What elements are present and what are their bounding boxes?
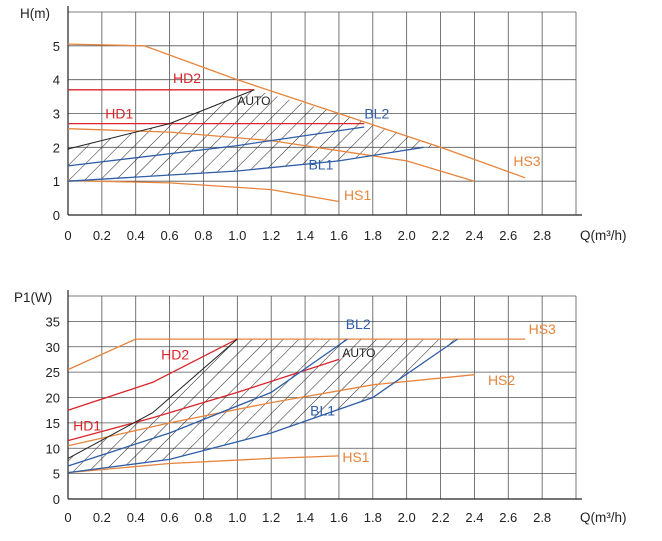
x-tick-label: 1.4 bbox=[296, 228, 314, 243]
x-tick-label: 0.6 bbox=[161, 228, 179, 243]
x-tick-label: 0.2 bbox=[93, 228, 111, 243]
curve-hd1 bbox=[67, 358, 340, 442]
x-tick-label: 0.2 bbox=[93, 510, 111, 525]
curve-label-bl2: BL2 bbox=[364, 106, 389, 122]
x-tick-label: 2.6 bbox=[499, 228, 517, 243]
y-axis-label: P1(W) bbox=[14, 290, 52, 305]
y-tick-label: 0 bbox=[53, 208, 60, 223]
x-tick-label: 0.4 bbox=[127, 510, 145, 525]
x-tick-label: 2.2 bbox=[431, 228, 449, 243]
x-tick-label: 2.0 bbox=[398, 510, 416, 525]
curve-label-hd1: HD1 bbox=[73, 417, 101, 433]
x-tick-label: 0 bbox=[64, 228, 71, 243]
curve-label-auto: AUTO bbox=[237, 94, 270, 108]
x-tick-label: 2.4 bbox=[465, 228, 483, 243]
curve-auto bbox=[67, 338, 238, 459]
x-tick-label: 2.8 bbox=[533, 228, 551, 243]
power-chart: 0 0.2 0.4 0.6 0.8 1.0 1.2 1.4 1.6 1.8 2.0 2.2 2.4 2.6… bbox=[14, 290, 627, 525]
x-tick-label: 1.8 bbox=[364, 510, 382, 525]
x-tick-label: 2.2 bbox=[431, 510, 449, 525]
curve-label-bl1: BL1 bbox=[310, 402, 335, 418]
x-tick-label: 1.8 bbox=[364, 228, 382, 243]
curve-hs3 bbox=[67, 43, 526, 179]
x-axis-label: Q(m³/h) bbox=[580, 510, 627, 525]
curve-label-hs1: HS1 bbox=[342, 449, 369, 465]
x-tick-label: 2.8 bbox=[533, 510, 551, 525]
curve-bl2 bbox=[67, 338, 348, 467]
y-tick-label: 4 bbox=[53, 73, 60, 88]
curve-hd2 bbox=[67, 338, 238, 411]
curve-bl1 bbox=[67, 146, 424, 182]
curve-hs1 bbox=[67, 179, 340, 203]
curve-label-bl1: BL1 bbox=[308, 156, 333, 172]
x-tick-label: 1.0 bbox=[228, 228, 246, 243]
curve-label-hs3: HS3 bbox=[513, 153, 540, 169]
x-tick-label: 1.4 bbox=[296, 510, 314, 525]
curve-auto bbox=[67, 89, 255, 150]
y-tick-label: 20 bbox=[46, 391, 60, 406]
x-tick-label: 1.0 bbox=[228, 510, 246, 525]
y-tick-label: 5 bbox=[53, 467, 60, 482]
curve-bl1 bbox=[67, 338, 458, 474]
x-tick-label: 1.6 bbox=[330, 510, 348, 525]
y-tick-label: 1 bbox=[53, 174, 60, 189]
y-tick-label: 25 bbox=[46, 365, 60, 380]
y-axis-label: H(m) bbox=[20, 6, 50, 21]
y-tick-label: 0 bbox=[53, 492, 60, 507]
curve-label-hs3: HS3 bbox=[529, 321, 556, 337]
curve-hs2 bbox=[67, 374, 475, 447]
x-tick-label: 2.0 bbox=[398, 228, 416, 243]
auto-operating-region bbox=[68, 89, 441, 182]
curve-label-bl2: BL2 bbox=[346, 316, 371, 332]
x-tick-label: 2.6 bbox=[499, 510, 517, 525]
y-tick-label: 5 bbox=[53, 39, 60, 54]
curve-label-hs1: HS1 bbox=[344, 187, 371, 203]
y-tick-label: 35 bbox=[46, 314, 60, 329]
x-tick-label: 0.6 bbox=[161, 510, 179, 525]
head-chart: 0 0.2 0.4 0.6 0.8 1.0 1.2 1.4 1.6 1.8 2.0 2.2 2.4 2.6… bbox=[20, 6, 627, 243]
curve-label-hd2: HD2 bbox=[161, 346, 189, 362]
curve-label-auto: AUTO bbox=[342, 346, 375, 360]
curve-hs3 bbox=[67, 338, 526, 371]
curve-label-hd1: HD1 bbox=[105, 106, 133, 122]
x-axis-label: Q(m³/h) bbox=[580, 228, 627, 243]
y-tick-label: 3 bbox=[53, 107, 60, 122]
y-tick-label: 30 bbox=[46, 340, 60, 355]
x-tick-label: 0.8 bbox=[194, 510, 212, 525]
x-tick-label: 1.2 bbox=[262, 228, 280, 243]
curve-label-hd2: HD2 bbox=[173, 70, 201, 86]
x-tick-label: 0.4 bbox=[127, 228, 145, 243]
y-tick-label: 10 bbox=[46, 441, 60, 456]
x-tick-label: 1.6 bbox=[330, 228, 348, 243]
x-tick-label: 2.4 bbox=[465, 510, 483, 525]
x-tick-label: 0.8 bbox=[194, 228, 212, 243]
auto-operating-region bbox=[68, 339, 458, 473]
y-tick-label: 15 bbox=[46, 416, 60, 431]
y-tick-label: 2 bbox=[53, 140, 60, 155]
curve-bl2 bbox=[67, 126, 365, 167]
curve-hs1 bbox=[67, 455, 339, 474]
x-tick-label: 1.2 bbox=[262, 510, 280, 525]
curve-label-hs2: HS2 bbox=[488, 372, 515, 388]
x-tick-label: 0 bbox=[64, 510, 71, 525]
